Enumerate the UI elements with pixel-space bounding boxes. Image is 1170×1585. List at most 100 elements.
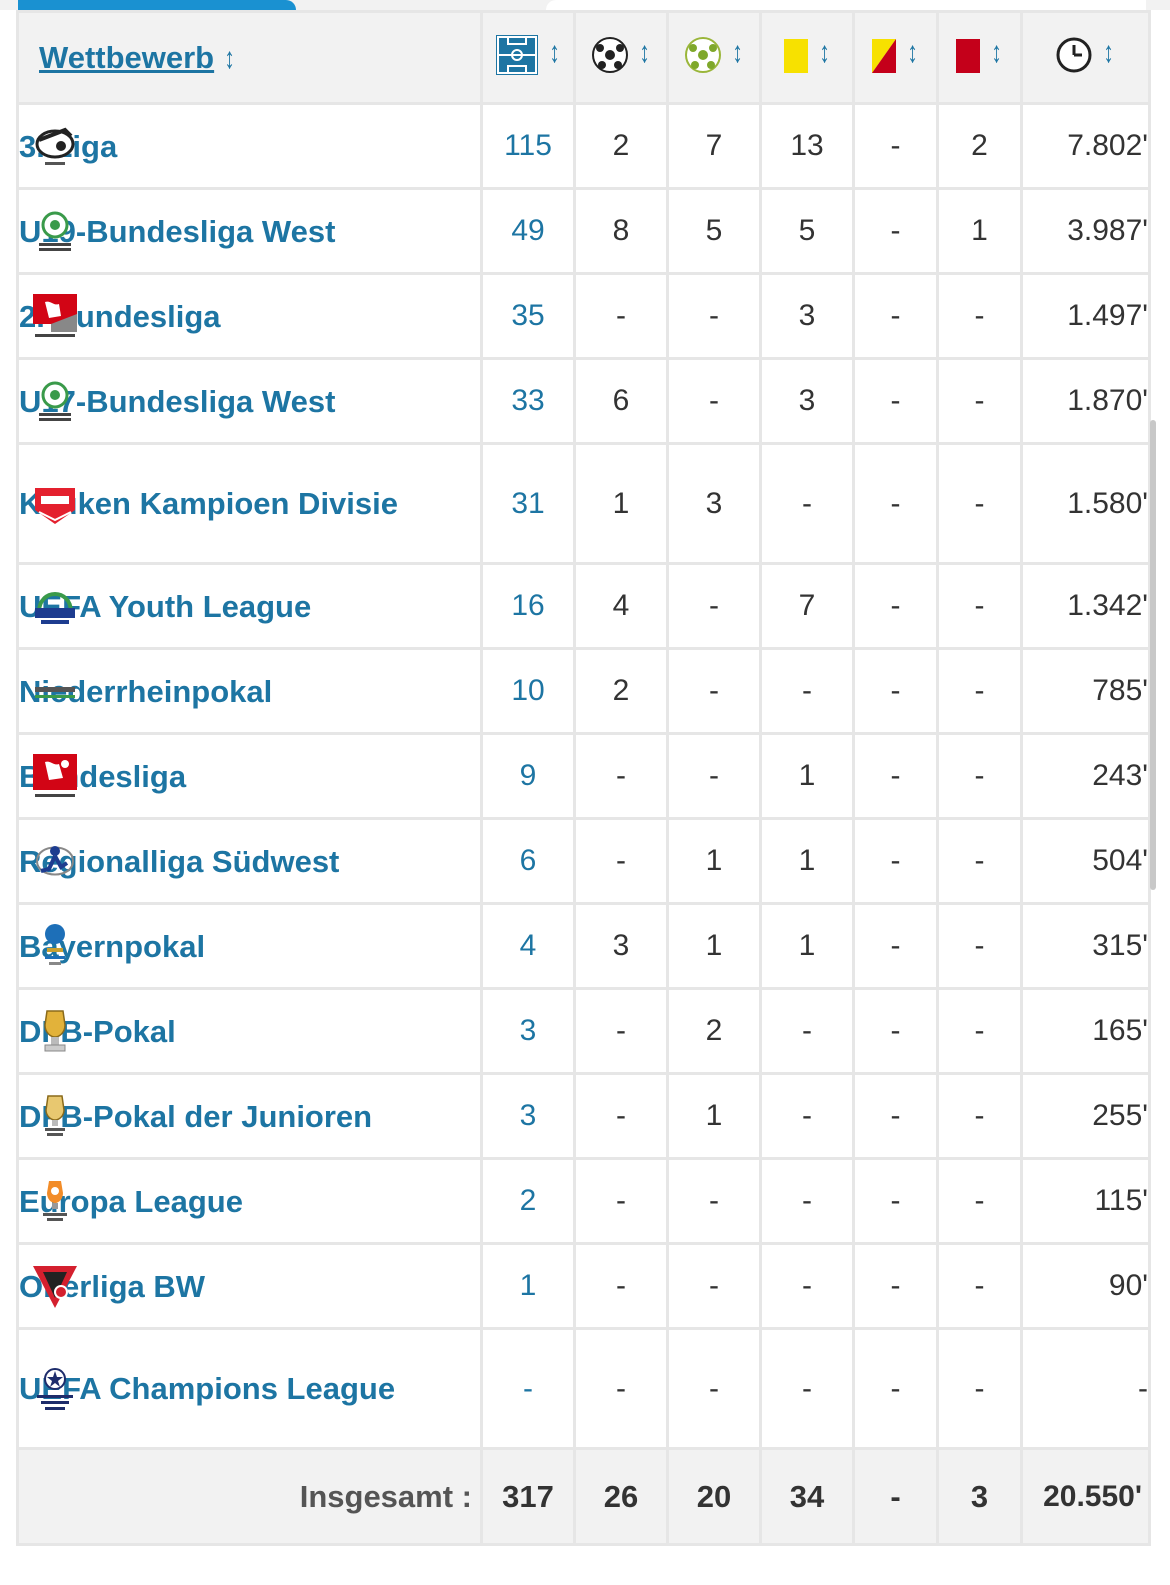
yellow-cards-value: 3 xyxy=(759,272,855,360)
yellow-cards-value: 7 xyxy=(759,562,855,650)
table-row: 3. Liga 115 2 7 13 - 2 7.802' xyxy=(16,102,1151,190)
competition-link[interactable]: DFB-Pokal der Junioren xyxy=(19,1098,373,1134)
header-red-cards[interactable]: ↕ xyxy=(936,10,1023,105)
header-yellow-red-cards[interactable]: ↕ xyxy=(852,10,939,105)
europa-league-logo xyxy=(31,1177,79,1225)
minutes-value: 255' xyxy=(1020,1072,1151,1160)
minutes-value: 165' xyxy=(1020,987,1151,1075)
appearances-link[interactable]: - xyxy=(480,1327,576,1450)
scrollbar[interactable] xyxy=(1150,420,1156,890)
competition-link[interactable]: U19-Bundesliga West xyxy=(19,213,336,249)
minutes-value: 504' xyxy=(1020,817,1151,905)
appearances-link[interactable]: 31 xyxy=(480,442,576,565)
yellow-red-cards-value: - xyxy=(852,272,939,360)
red-cards-value: - xyxy=(936,1242,1023,1330)
sort-arrows-icon[interactable]: ↕ xyxy=(818,36,830,70)
table-row: Bayernpokal 4 3 1 1 - - 315' xyxy=(16,902,1151,990)
yellow-cards-value: 1 xyxy=(759,902,855,990)
assists-value: 5 xyxy=(666,187,762,275)
competition-cell: Regionalliga Südwest xyxy=(16,817,483,905)
active-tab-indicator[interactable] xyxy=(18,0,296,10)
competition-cell: Bundesliga xyxy=(16,732,483,820)
yellow-cards-value: - xyxy=(759,1157,855,1245)
header-competition[interactable]: Wettbewerb ↕ xyxy=(16,10,483,105)
appearances-link[interactable]: 10 xyxy=(480,647,576,735)
appearances-link[interactable]: 2 xyxy=(480,1157,576,1245)
sort-arrows-icon[interactable]: ↕ xyxy=(1103,35,1114,69)
yellow-cards-value: - xyxy=(759,647,855,735)
header-minutes[interactable]: ↕ xyxy=(1020,10,1151,105)
assists-value: 7 xyxy=(666,102,762,190)
yellow-card-icon xyxy=(783,38,809,79)
assists-value: - xyxy=(666,1157,762,1245)
yellow-red-cards-value: - xyxy=(852,102,939,190)
inactive-tab[interactable] xyxy=(546,0,1146,10)
regionalliga-logo xyxy=(31,837,79,885)
table-row: Oberliga BW 1 - - - - - 90' xyxy=(16,1242,1151,1330)
appearances-link[interactable]: 3 xyxy=(480,1072,576,1160)
appearances-link[interactable]: 33 xyxy=(480,357,576,445)
sort-arrows-icon[interactable]: ↕ xyxy=(731,35,743,69)
header-assists[interactable]: ↕ xyxy=(666,10,762,105)
competition-link[interactable]: UEFA Champions League xyxy=(19,1371,396,1406)
assists-value: - xyxy=(666,272,762,360)
competition-link[interactable]: Keuken Kampioen Divisie xyxy=(19,486,399,521)
assists-value: - xyxy=(666,647,762,735)
sort-arrows-icon[interactable]: ↕ xyxy=(638,35,650,69)
appearances-link[interactable]: 6 xyxy=(480,817,576,905)
appearances-link[interactable]: 4 xyxy=(480,902,576,990)
red-cards-value: - xyxy=(936,732,1023,820)
goals-value: - xyxy=(573,1072,669,1160)
goals-value: 2 xyxy=(573,647,669,735)
appearances-link[interactable]: 49 xyxy=(480,187,576,275)
red-cards-value: 1 xyxy=(936,187,1023,275)
assists-value: - xyxy=(666,562,762,650)
appearances-link[interactable]: 3 xyxy=(480,987,576,1075)
sort-arrows-icon[interactable]: ↕ xyxy=(548,35,560,69)
header-appearances[interactable]: ↕ xyxy=(480,10,576,105)
assists-value: 2 xyxy=(666,987,762,1075)
red-cards-value: - xyxy=(936,442,1023,565)
goals-value: - xyxy=(573,1242,669,1330)
appearances-link[interactable]: 9 xyxy=(480,732,576,820)
goals-value: - xyxy=(573,1327,669,1450)
appearances-link[interactable]: 1 xyxy=(480,1242,576,1330)
yellow-cards-value: - xyxy=(759,1327,855,1450)
header-yellow-cards[interactable]: ↕ xyxy=(759,10,855,105)
sort-arrows-icon[interactable]: ↕ xyxy=(907,36,918,70)
goals-value: 6 xyxy=(573,357,669,445)
appearances-link[interactable]: 35 xyxy=(480,272,576,360)
minutes-value: 243' xyxy=(1020,732,1151,820)
yellow-red-cards-value: - xyxy=(852,902,939,990)
3-liga-logo xyxy=(31,122,79,170)
table-row: UEFA Youth League 16 4 - 7 - - 1.342' xyxy=(16,562,1151,650)
competition-link[interactable]: U17-Bundesliga West xyxy=(19,383,336,419)
minutes-value: 90' xyxy=(1020,1242,1151,1330)
goals-value: 8 xyxy=(573,187,669,275)
yellow-red-cards-value: - xyxy=(852,817,939,905)
yellow-cards-value: 1 xyxy=(759,817,855,905)
appearances-link[interactable]: 16 xyxy=(480,562,576,650)
header-goals[interactable]: ↕ xyxy=(573,10,669,105)
yellow-cards-value: 13 xyxy=(759,102,855,190)
table-row: Niederrheinpokal 10 2 - - - - 785' xyxy=(16,647,1151,735)
assists-value: - xyxy=(666,732,762,820)
sort-arrows-icon[interactable]: ↕ xyxy=(991,36,1002,70)
minutes-value: - xyxy=(1020,1327,1151,1450)
sort-arrows-icon[interactable]: ↕ xyxy=(224,41,235,75)
competition-cell: DFB-Pokal der Junioren xyxy=(16,1072,483,1160)
table-row: Bundesliga 9 - - 1 - - 243' xyxy=(16,732,1151,820)
competition-stats-table: Wettbewerb ↕ ↕ ↕ ↕ ↕ xyxy=(16,10,1151,1546)
red-cards-value: - xyxy=(936,1157,1023,1245)
competition-sort-link[interactable]: Wettbewerb xyxy=(39,39,215,75)
minutes-value: 315' xyxy=(1020,902,1151,990)
goals-value: - xyxy=(573,1157,669,1245)
totals-label: Insgesamt : xyxy=(16,1447,483,1546)
appearances-link[interactable]: 115 xyxy=(480,102,576,190)
yellow-red-cards-value: - xyxy=(852,562,939,650)
minutes-value: 1.580' xyxy=(1020,442,1151,565)
table-row: Keuken Kampioen Divisie 31 1 3 - - - 1.5… xyxy=(16,442,1151,565)
goals-value: 4 xyxy=(573,562,669,650)
competition-cell: 2. Bundesliga xyxy=(16,272,483,360)
yellow-cards-value: - xyxy=(759,1242,855,1330)
